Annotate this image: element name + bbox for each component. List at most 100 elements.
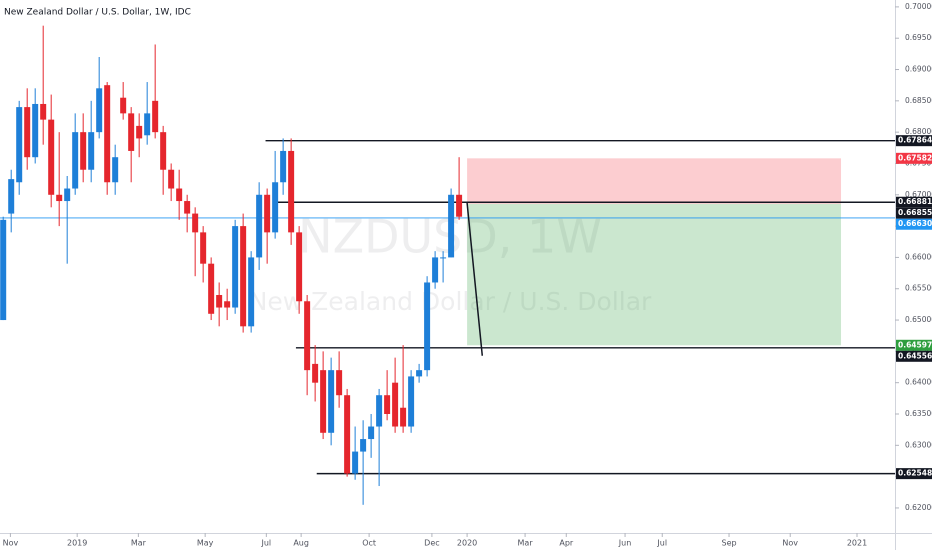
candle-body	[208, 263, 215, 314]
x-tick-label: Jun	[618, 539, 632, 548]
x-tick-label: 2021	[847, 539, 867, 548]
candle-body	[272, 182, 279, 233]
candle-body	[320, 370, 327, 433]
candle-body	[424, 282, 431, 371]
price-label-box	[896, 207, 932, 219]
candle-body	[280, 150, 287, 183]
candle-body	[392, 382, 399, 427]
x-tick-label: Mar	[518, 539, 534, 548]
candle-body	[416, 370, 423, 377]
target-zone	[467, 203, 842, 346]
candle-body	[176, 188, 183, 202]
candle-body	[240, 226, 247, 327]
candle-body	[136, 125, 143, 139]
candle-body	[328, 370, 335, 433]
candle-body	[192, 213, 199, 233]
x-tick-label: Dec	[424, 539, 439, 548]
price-label: 0.66855	[898, 208, 932, 217]
candle-body	[296, 232, 303, 302]
candle-body	[360, 439, 367, 452]
candle-body	[216, 294, 223, 308]
price-label: 0.66881	[898, 197, 932, 206]
candle-body	[88, 132, 95, 170]
candle-body	[200, 232, 207, 264]
candle-body	[456, 194, 463, 217]
x-tick-label: Nov	[782, 539, 798, 548]
candle-body	[400, 407, 407, 427]
x-tick-label: Jul	[261, 539, 272, 548]
x-tick-label: Mar	[131, 539, 147, 548]
x-tick-label: Oct	[362, 539, 376, 548]
price-label-box	[896, 350, 932, 362]
x-tick-label: May	[197, 539, 214, 548]
candle-body	[232, 226, 239, 308]
x-tick-label: 2019	[67, 539, 87, 548]
candle-body	[40, 103, 47, 120]
candle-body	[408, 376, 415, 427]
candle-body	[32, 103, 39, 158]
candle-body	[160, 132, 167, 170]
candle-body	[48, 119, 55, 195]
price-label: 0.66630	[898, 219, 932, 228]
price-label-box	[896, 218, 932, 230]
watermark-description: New Zealand Dollar / U.S. Dollar	[249, 287, 652, 316]
candle-body	[288, 150, 295, 233]
candle-body	[96, 88, 103, 133]
price-label-box	[896, 196, 932, 208]
candle-body	[144, 113, 151, 136]
candle-body	[368, 426, 375, 440]
candle-body	[128, 113, 135, 151]
x-tick-label: Aug	[293, 539, 309, 548]
candle-body	[248, 257, 255, 327]
price-label-box	[896, 468, 932, 480]
candle-body	[16, 107, 23, 183]
candle-body	[440, 257, 447, 259]
price-label: 0.62548	[898, 469, 932, 478]
candle-body	[432, 257, 439, 283]
candle-body	[0, 219, 7, 321]
x-tick-label: Jul	[656, 539, 667, 548]
candle-body	[184, 201, 191, 214]
price-label: 0.67582	[898, 153, 932, 162]
trend-line	[466, 202, 484, 356]
candle-body	[80, 132, 87, 170]
price-label-box	[896, 152, 932, 164]
candle-body	[24, 107, 31, 158]
candle-body	[168, 169, 175, 189]
candle-body	[64, 188, 71, 202]
price-label: 0.67864	[898, 136, 932, 145]
candle-body	[112, 157, 119, 183]
candle-body	[120, 97, 127, 114]
candle-body	[312, 363, 319, 383]
candle-body	[104, 85, 111, 183]
candle-body	[224, 301, 231, 308]
candle-body	[72, 132, 79, 189]
x-tick-label: Apr	[559, 539, 574, 548]
candle-body	[8, 179, 15, 214]
candle-body	[152, 100, 159, 133]
candle-body	[376, 395, 383, 427]
candle-body	[56, 194, 63, 202]
candle-body	[264, 194, 271, 233]
stop-zone	[467, 158, 842, 204]
price-label: 0.64556	[898, 351, 932, 360]
candle-body	[352, 451, 359, 474]
candle-body	[384, 395, 391, 414]
x-tick-label: Sep	[721, 539, 736, 548]
price-label: 0.64597	[898, 340, 932, 349]
candle-body	[448, 194, 455, 258]
